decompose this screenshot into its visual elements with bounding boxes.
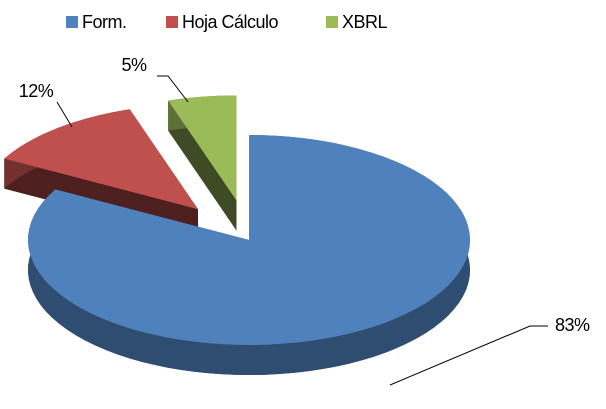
leader-line <box>157 75 189 103</box>
legend-swatch <box>326 16 338 28</box>
slice <box>168 95 237 201</box>
slice <box>4 109 198 210</box>
data-label: 12% <box>19 81 54 101</box>
legend-label: Form. <box>82 12 127 32</box>
legend-label: XBRL <box>342 12 388 32</box>
data-label: 5% <box>121 55 147 75</box>
legend-swatch <box>166 16 178 28</box>
slice-wall <box>168 100 237 231</box>
leader-line <box>56 101 73 128</box>
legend-label: Hoja Cálculo <box>182 12 279 32</box>
legend-swatch <box>66 16 78 28</box>
leader-line <box>389 325 548 386</box>
slice <box>28 135 470 345</box>
data-label: 83% <box>555 315 590 335</box>
